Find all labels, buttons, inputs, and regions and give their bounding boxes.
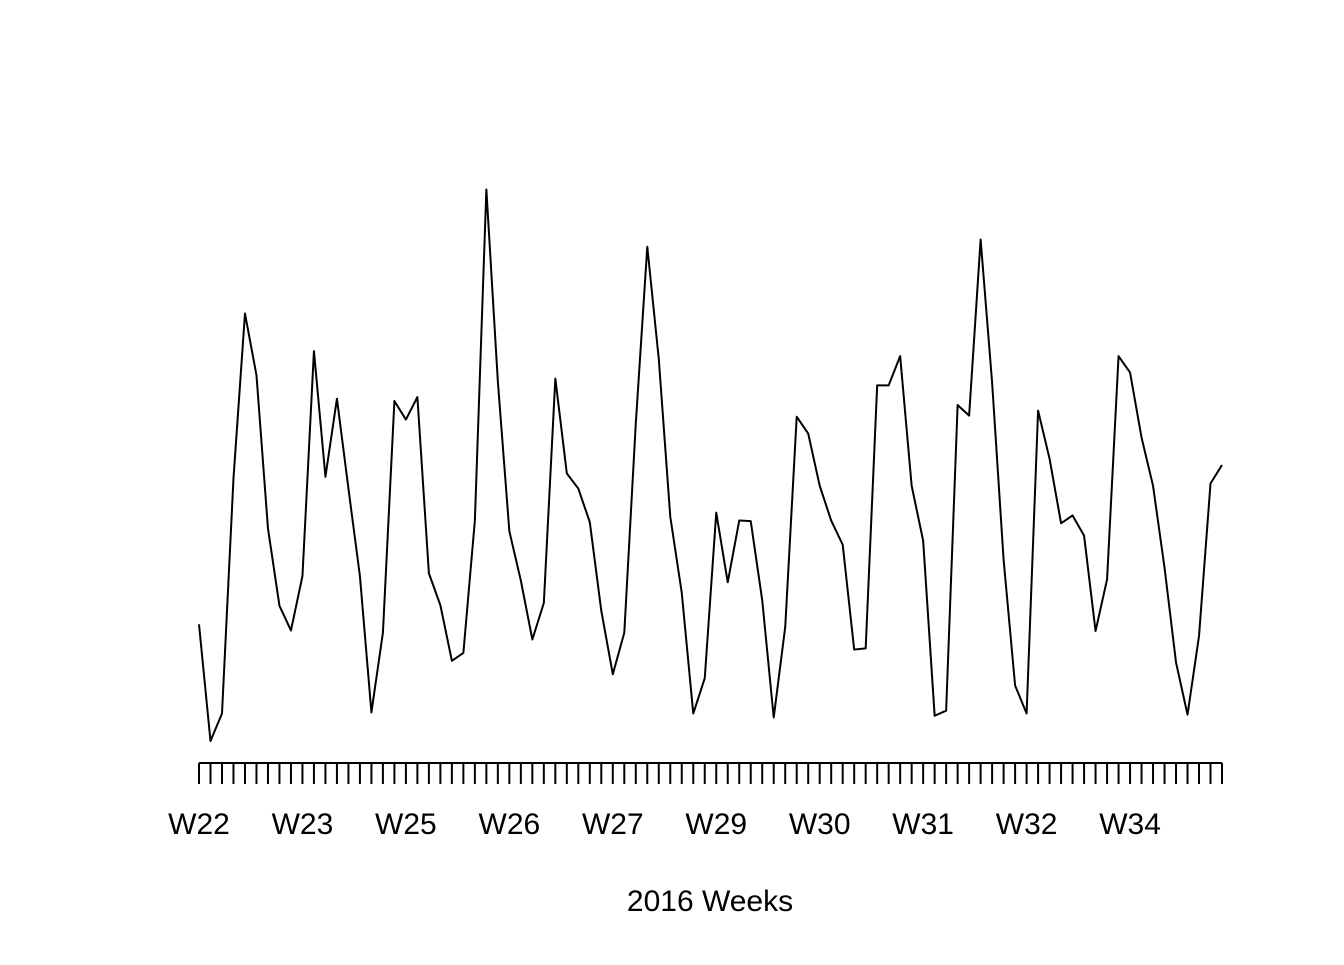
- x-tick-label: W22: [168, 808, 230, 841]
- x-tick-label: W26: [479, 808, 541, 841]
- x-tick-label: W34: [1099, 808, 1161, 841]
- x-tick-label: W32: [996, 808, 1058, 841]
- x-axis-label: 2016 Weeks: [627, 885, 793, 918]
- x-tick-label: W25: [375, 808, 437, 841]
- x-tick-label: W31: [892, 808, 954, 841]
- x-tick-label: W29: [685, 808, 747, 841]
- series-line: [198, 188, 1223, 742]
- x-tick-label: W23: [272, 808, 334, 841]
- x-axis: W22 W23 W25 W26 W27 W29 W30 W31 W32 W34: [168, 762, 1223, 841]
- x-tick-label: W27: [582, 808, 644, 841]
- x-tick-label: W30: [789, 808, 851, 841]
- series-layer: [198, 188, 1223, 742]
